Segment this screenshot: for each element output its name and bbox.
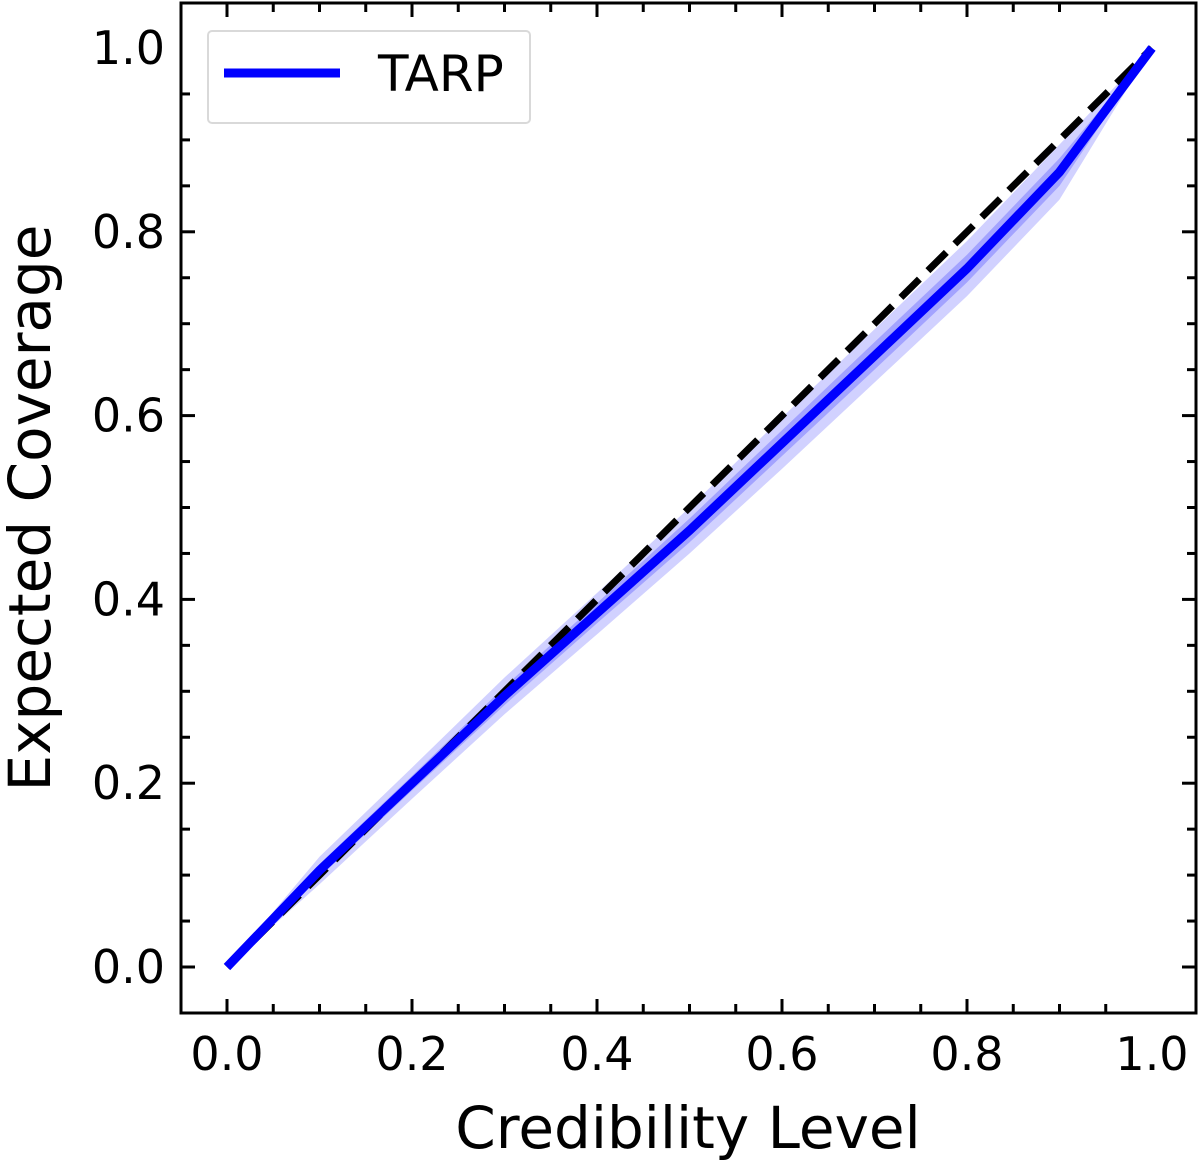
x-tick-label: 0.6 [745, 1027, 818, 1081]
y-tick-label: 0.2 [92, 756, 165, 810]
x-axis-label: Credibility Level [455, 1094, 920, 1162]
legend-box [207, 30, 531, 124]
ideal-diagonal-line [224, 45, 1155, 970]
legend-label-tarp: TARP [377, 45, 504, 103]
y-tick-label: 0.8 [92, 205, 165, 259]
x-tick-label: 1.0 [1115, 1027, 1188, 1081]
y-tick-label: 1.0 [92, 21, 165, 75]
x-tick-label: 0.0 [190, 1027, 263, 1081]
x-tick-label: 0.8 [930, 1027, 1003, 1081]
y-tick-label: 0.4 [92, 572, 165, 626]
tarp-line [223, 45, 1156, 971]
x-tick-label: 0.2 [375, 1027, 448, 1081]
x-tick-label: 0.4 [560, 1027, 633, 1081]
y-tick-label: 0.6 [92, 389, 165, 443]
y-axis-label: Expected Coverage [0, 225, 64, 792]
y-tick-label: 0.0 [92, 940, 165, 994]
